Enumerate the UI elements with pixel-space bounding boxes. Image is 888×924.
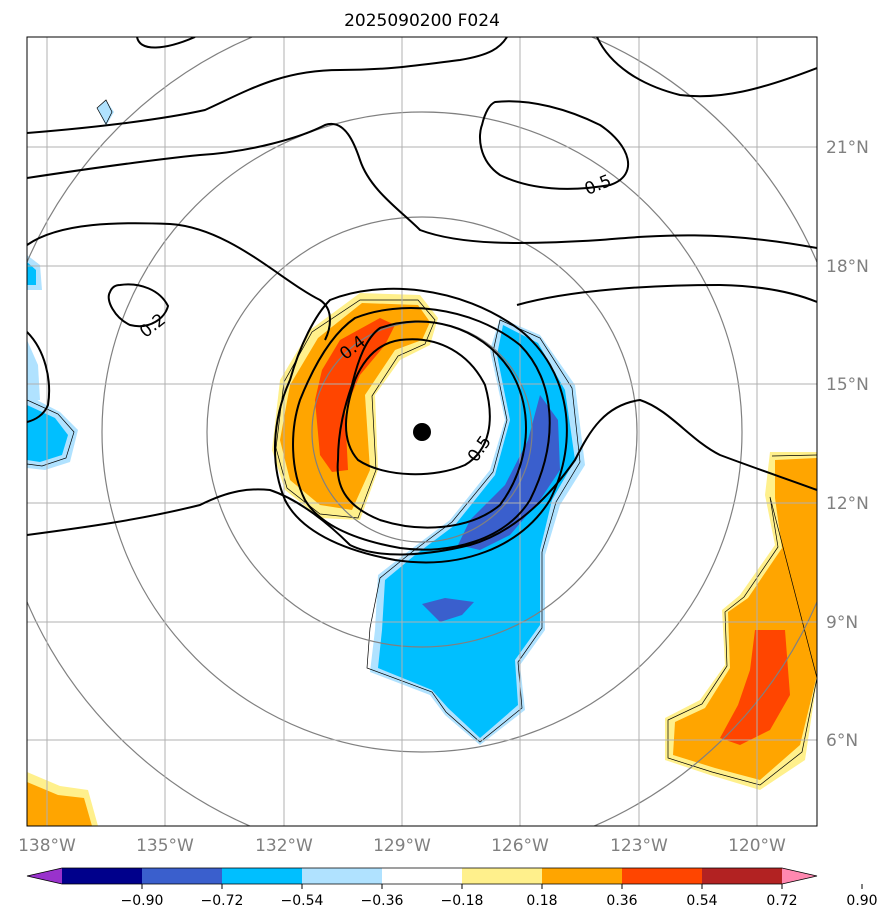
colorbar-tick-label: −0.72	[201, 893, 244, 909]
shade-negative-band-blue	[458, 395, 560, 550]
lon-label-123w: 123°W	[610, 836, 668, 856]
outline-east-positive	[667, 454, 817, 786]
shade-nw-small	[97, 100, 114, 126]
colorbar-tick-label: −0.90	[121, 893, 164, 909]
range-ring-2	[206, 216, 638, 648]
colorbar-cell	[462, 868, 543, 884]
contour-east-upper	[516, 283, 817, 306]
lon-label-126w: 126°W	[491, 836, 549, 856]
outline-nw-small	[96, 99, 113, 125]
colorbar-cell	[542, 868, 623, 884]
contour-ring-3	[292, 307, 551, 551]
colorbar: −0.90 −0.72 −0.54 −0.36 −0.18 0.18 0.36 0.54 0.7…	[26, 867, 878, 909]
outline-east-band	[366, 319, 581, 743]
contour-top-wave	[27, 37, 508, 134]
shade-positive-arc-red	[315, 318, 395, 472]
graticule	[27, 37, 817, 826]
plot-content: 0.5 0.2 0.4 0.5	[27, 37, 817, 826]
black-contours	[27, 37, 817, 564]
contour-inner-ring	[345, 338, 491, 476]
shade-west-mid-light	[27, 340, 40, 402]
colorbar-extension-high	[782, 868, 817, 884]
lat-label-12n: 12°N	[826, 494, 869, 514]
shade-outlines	[27, 99, 817, 786]
lat-label-6n: 6°N	[826, 731, 858, 751]
colorbar-cell	[62, 868, 143, 884]
longitude-labels: 138°W 135°W 132°W 129°W 126°W 123°W 120°…	[18, 836, 786, 856]
contour-ring-4	[274, 287, 568, 564]
colorbar-tick-label: −0.18	[441, 893, 484, 909]
colorbar-cells	[27, 868, 817, 884]
lon-label-138w: 138°W	[18, 836, 76, 856]
colorbar-tick-label: 0.36	[606, 893, 637, 909]
contour-mid-wave	[27, 222, 331, 341]
latitude-labels: 21°N 18°N 15°N 12°N 9°N 6°N	[826, 138, 869, 751]
colorbar-extension-low	[27, 868, 62, 884]
colorbar-outline	[26, 867, 818, 885]
shade-west-upper-cyan	[27, 262, 36, 285]
storm-center-marker	[413, 423, 431, 441]
contour-south-wave	[27, 398, 817, 556]
colorbar-tick-label: 0.72	[766, 893, 797, 909]
contour-closed-02	[107, 283, 170, 328]
shade-east-red	[720, 630, 790, 745]
lat-label-15n: 15°N	[826, 375, 869, 395]
contour-closed-05	[479, 100, 630, 190]
contour-upper-wave	[27, 122, 817, 249]
lon-label-129w: 129°W	[373, 836, 431, 856]
colorbar-cell	[382, 868, 463, 884]
colorbar-tick-label: −0.54	[281, 893, 324, 909]
colorbar-tick-label: 0.54	[686, 893, 717, 909]
outline-west-arc	[275, 299, 436, 519]
lat-label-9n: 9°N	[826, 613, 858, 633]
outline-west-negative	[27, 399, 75, 467]
colorbar-cell	[702, 868, 783, 884]
colorbar-cell	[222, 868, 303, 884]
shade-negative-small-blue	[422, 598, 474, 622]
lon-label-120w: 120°W	[728, 836, 786, 856]
colorbar-cell	[302, 868, 383, 884]
contour-ring-2	[336, 320, 527, 529]
lat-label-21n: 21°N	[826, 138, 869, 158]
contour-top-left	[136, 37, 196, 49]
shade-sw-orange	[27, 782, 92, 826]
lon-label-135w: 135°W	[136, 836, 194, 856]
colorbar-tick-label: −0.36	[361, 893, 404, 909]
range-ring-3	[101, 111, 743, 753]
lat-label-18n: 18°N	[826, 257, 869, 277]
colorbar-tick-label: 0.18	[526, 893, 557, 909]
shade-positive-arc-orange	[280, 303, 430, 510]
colorbar-cell	[622, 868, 703, 884]
contour-west-edge	[27, 331, 51, 423]
plot-frame	[26, 36, 818, 827]
lon-label-132w: 132°W	[255, 836, 313, 856]
contour-top-right	[596, 37, 817, 98]
colorbar-tick-label: 0.90	[846, 893, 877, 909]
colorbar-ticks: −0.90 −0.72 −0.54 −0.36 −0.18 0.18 0.36 0.54 0.7…	[121, 884, 878, 909]
map-title: 2025090200 F024	[344, 11, 500, 31]
colorbar-cell	[142, 868, 223, 884]
